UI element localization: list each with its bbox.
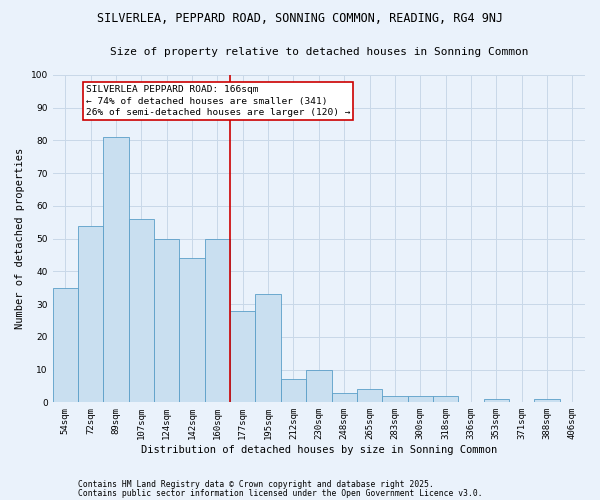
Bar xyxy=(357,389,382,402)
Title: Size of property relative to detached houses in Sonning Common: Size of property relative to detached ho… xyxy=(110,48,528,58)
Bar xyxy=(281,380,306,402)
Bar xyxy=(332,392,357,402)
Text: SILVERLEA, PEPPARD ROAD, SONNING COMMON, READING, RG4 9NJ: SILVERLEA, PEPPARD ROAD, SONNING COMMON,… xyxy=(97,12,503,26)
X-axis label: Distribution of detached houses by size in Sonning Common: Distribution of detached houses by size … xyxy=(141,445,497,455)
Text: Contains public sector information licensed under the Open Government Licence v3: Contains public sector information licen… xyxy=(78,489,482,498)
Bar xyxy=(433,396,458,402)
Bar xyxy=(382,396,407,402)
Bar xyxy=(154,238,179,402)
Bar xyxy=(230,310,256,402)
Y-axis label: Number of detached properties: Number of detached properties xyxy=(15,148,25,330)
Bar xyxy=(407,396,433,402)
Bar xyxy=(53,288,78,403)
Bar xyxy=(205,238,230,402)
Bar xyxy=(484,399,509,402)
Text: SILVERLEA PEPPARD ROAD: 166sqm
← 74% of detached houses are smaller (341)
26% of: SILVERLEA PEPPARD ROAD: 166sqm ← 74% of … xyxy=(86,85,350,117)
Bar xyxy=(535,399,560,402)
Bar xyxy=(103,137,129,402)
Bar xyxy=(129,219,154,402)
Bar xyxy=(256,294,281,403)
Bar xyxy=(179,258,205,402)
Text: Contains HM Land Registry data © Crown copyright and database right 2025.: Contains HM Land Registry data © Crown c… xyxy=(78,480,434,489)
Bar xyxy=(78,226,103,402)
Bar xyxy=(306,370,332,402)
